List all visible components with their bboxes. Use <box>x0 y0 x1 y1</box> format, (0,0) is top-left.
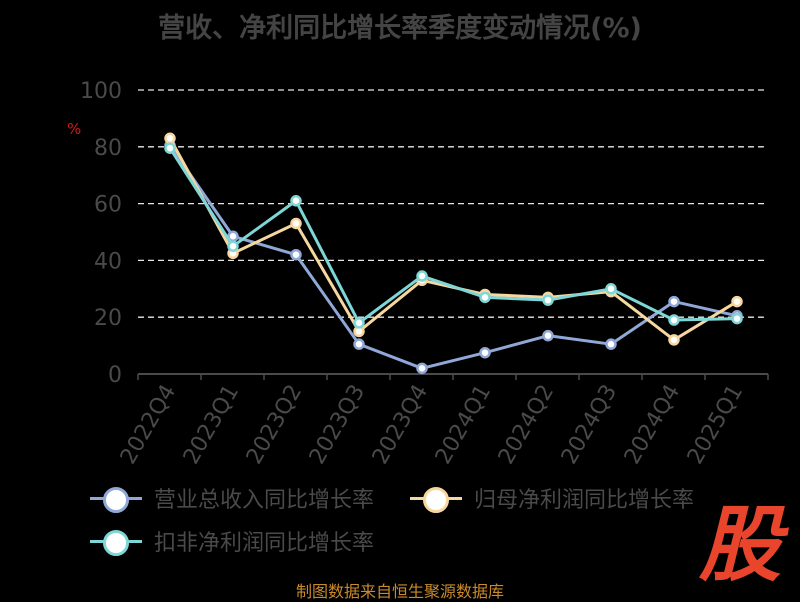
data-point-0 <box>353 338 365 350</box>
data-point-2 <box>416 270 428 282</box>
data-point-0 <box>542 329 554 342</box>
x-tick-label: 2022Q4 <box>116 381 181 469</box>
data-point-1 <box>164 132 176 145</box>
x-tick-label: 2025Q1 <box>683 381 748 469</box>
y-tick-label: 80 <box>94 136 122 161</box>
data-source-note: 制图数据来自恒生聚源数据库 <box>295 582 504 601</box>
data-point-2 <box>227 240 239 252</box>
data-point-2 <box>542 294 554 306</box>
y-tick-label: 40 <box>94 249 122 274</box>
data-point-2 <box>731 312 743 325</box>
data-point-0 <box>290 248 302 261</box>
legend-item-deducted-net-profit[interactable]: 扣非净利润同比增长率 <box>90 525 374 557</box>
data-point-1 <box>668 334 680 346</box>
x-tick-label: 2024Q2 <box>494 381 559 469</box>
x-tick-label: 2023Q2 <box>242 381 307 469</box>
legend-label-deducted-net-profit: 扣非净利润同比增长率 <box>154 531 375 556</box>
data-point-2 <box>353 317 365 329</box>
data-point-0 <box>605 338 617 350</box>
series-line-0 <box>168 144 738 370</box>
legend-marker-deducted-net-profit-icon <box>90 530 142 556</box>
y-tick-label: 100 <box>80 79 122 104</box>
data-point-2 <box>479 291 491 304</box>
data-point-0 <box>668 295 680 308</box>
legend-item-revenue[interactable]: 营业总收入同比增长率 <box>90 482 374 514</box>
stock-logo: 股 <box>699 497 781 593</box>
y-axis-unit-label: % <box>67 120 82 138</box>
data-point-1 <box>290 217 302 230</box>
data-point-2 <box>668 314 680 326</box>
x-tick-label: 2023Q3 <box>305 381 370 469</box>
series-line-2 <box>168 147 738 325</box>
x-tick-label: 2024Q1 <box>431 381 496 469</box>
x-tick-label: 2024Q3 <box>557 381 622 469</box>
data-point-2 <box>605 283 617 295</box>
legend-label-revenue: 营业总收入同比增长率 <box>154 488 375 513</box>
data-point-1 <box>731 295 743 308</box>
chart-title: 营收、净利同比增长率季度变动情况(%) <box>158 13 642 44</box>
x-tick-label: 2024Q4 <box>620 381 685 469</box>
x-tick-label: 2023Q1 <box>179 381 244 469</box>
y-tick-label: 20 <box>94 306 122 331</box>
data-point-2 <box>164 142 176 154</box>
y-tick-label: 60 <box>94 193 122 218</box>
legend-marker-net-profit-icon <box>410 487 462 513</box>
x-tick-label: 2023Q4 <box>368 381 433 469</box>
data-point-2 <box>290 195 302 207</box>
legend-marker-revenue-icon <box>90 487 142 513</box>
legend-label-net-profit: 归母净利润同比增长率 <box>474 488 695 513</box>
y-tick-label: 0 <box>108 363 122 388</box>
data-point-0 <box>479 346 491 359</box>
data-point-0 <box>416 362 428 375</box>
legend-item-net-profit[interactable]: 归母净利润同比增长率 <box>410 482 694 514</box>
